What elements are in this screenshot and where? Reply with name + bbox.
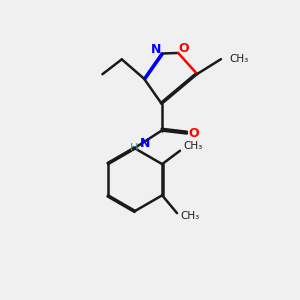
Text: N: N: [151, 43, 161, 56]
Text: CH₃: CH₃: [180, 211, 199, 221]
Text: CH₃: CH₃: [229, 54, 248, 64]
Text: O: O: [188, 127, 199, 140]
Text: N: N: [140, 137, 150, 150]
Text: O: O: [178, 42, 189, 55]
Text: CH₃: CH₃: [183, 141, 202, 151]
Text: H: H: [130, 143, 138, 153]
